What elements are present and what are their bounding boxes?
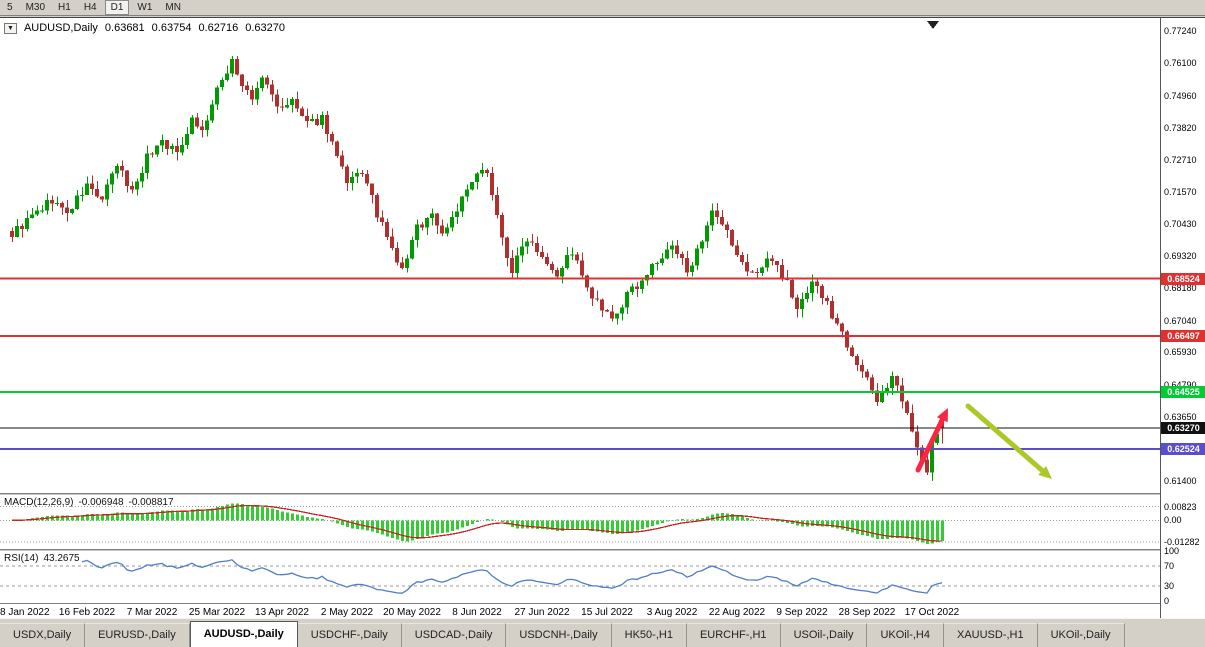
rsi-pane-splitter[interactable] [0,549,1160,551]
macd-signal-value: -0.008817 [128,497,174,508]
x-axis-label: 17 Oct 2022 [904,607,960,618]
macd-name: MACD(12,26,9) [4,497,74,508]
x-axis-label: 20 May 2022 [383,607,441,618]
time-axis[interactable]: 28 Jan 2022 16 Feb 2022 7 Mar 2022 25 Mar 2… [0,603,1160,619]
up-right-arrow-annotation [915,417,945,473]
timeframe-toolbar: 5 M30 H1 H4 D1 W1 MN [0,0,1205,16]
ohlc-close: 0.63270 [245,22,285,34]
x-axis-label: 16 Feb 2022 [58,607,116,618]
timeframe-button-5[interactable]: 5 [7,2,13,13]
timeframe-button-mn[interactable]: MN [165,2,181,13]
chart-shift-marker-icon [927,21,939,29]
macd-axis-label: -0.01282 [1164,536,1200,547]
y-axis-tick: 0.67040 [1164,315,1197,326]
candlestick-chart-canvas[interactable] [0,18,1160,493]
timeframe-button-h1[interactable]: H1 [58,2,71,13]
rsi-pane[interactable]: RSI(14) 43.2675 [0,551,1160,601]
tab-ukoil-h4[interactable]: UKOil-,H4 [867,623,944,647]
tab-audusd-daily[interactable]: AUDUSD-,Daily [189,621,298,647]
tab-usdchf-daily[interactable]: USDCHF-,Daily [297,623,402,647]
chart-region: ▼ AUDUSD,Daily 0.63681 0.63754 0.62716 0… [0,17,1205,619]
rsi-value: 43.2675 [43,553,80,564]
symbol-dropdown-icon[interactable]: ▼ [4,22,17,34]
tab-usdcad-daily[interactable]: USDCAD-,Daily [401,623,507,647]
price-tag: 0.64525 [1161,386,1205,399]
chart-title-bar: ▼ AUDUSD,Daily 0.63681 0.63754 0.62716 0… [4,22,285,34]
rsi-axis-label: 100 [1164,546,1180,556]
macd-pane-splitter[interactable] [0,493,1160,495]
x-axis-label: 7 Mar 2022 [126,607,178,618]
tab-eurusd-daily[interactable]: EURUSD-,Daily [85,623,190,647]
macd-axis-label: 0.00 [1164,515,1182,526]
y-axis-tick: 0.64790 [1164,379,1197,390]
chart-tab-bar: USDX,Daily EURUSD-,Daily AUDUSD-,Daily USDC… [0,618,1205,647]
x-axis-label: 2 May 2022 [320,607,374,618]
x-axis-label: 8 Jun 2022 [452,607,502,618]
rsi-axis-label: 30 [1164,581,1175,591]
down-right-arrow-annotation [965,403,1045,473]
x-axis-label: 9 Sep 2022 [776,607,828,618]
y-axis-tick: 0.76100 [1164,58,1197,69]
x-axis-label: 27 Jun 2022 [514,607,570,618]
y-axis-tick: 0.72710 [1164,154,1197,165]
macd-axis-label: 0.00823 [1164,501,1197,512]
rsi-axis-label: 70 [1164,561,1175,571]
tab-xauusd-h1[interactable]: XAUUSD-,H1 [943,623,1038,647]
ohlc-open: 0.63681 [104,22,145,34]
x-axis-label: 28 Jan 2022 [0,607,50,618]
macd-chart-canvas[interactable] [0,495,1160,549]
price-pane[interactable]: ▼ AUDUSD,Daily 0.63681 0.63754 0.62716 0… [0,18,1160,493]
chart-symbol-label: AUDUSD,Daily [23,22,98,34]
macd-main-value: -0.006948 [78,497,124,508]
x-axis-label: 25 Mar 2022 [188,607,246,618]
rsi-chart-canvas[interactable] [0,551,1160,601]
rsi-indicator-label: RSI(14) 43.2675 [4,553,85,564]
x-axis-label: 3 Aug 2022 [646,607,698,618]
y-axis-tick: 0.69320 [1164,251,1197,261]
price-tag: 0.63270 [1161,421,1205,434]
tab-usoil-daily[interactable]: USOil-,Daily [780,623,868,647]
price-tag: 0.66497 [1161,330,1205,343]
y-axis-tick: 0.77240 [1164,26,1197,36]
up-right-arrowhead [936,408,948,423]
y-axis-tick: 0.61400 [1164,476,1197,486]
timeframe-button-d1[interactable]: D1 [104,0,130,15]
tab-eurchf-h1[interactable]: EURCHF-,H1 [686,623,781,647]
price-tag: 0.62524 [1161,443,1205,456]
x-axis-label: 13 Apr 2022 [255,607,309,618]
tab-usdcnh-daily[interactable]: USDCNH-,Daily [506,623,612,647]
y-axis-tick: 0.74960 [1164,90,1197,101]
tab-hk50-h1[interactable]: HK50-,H1 [611,623,687,647]
y-axis-tick: 0.70430 [1164,219,1197,230]
x-axis-label: 28 Sep 2022 [838,607,896,618]
y-axis-tick: 0.63650 [1164,412,1197,423]
y-axis-tick: 0.73820 [1164,123,1197,134]
rsi-name: RSI(14) [4,553,39,564]
down-right-arrowhead [1038,465,1052,479]
macd-pane[interactable]: MACD(12,26,9) -0.006948 -0.008817 [0,495,1160,549]
tab-ukoil-daily[interactable]: UKOil-,Daily [1037,623,1125,647]
x-axis-label: 15 Jul 2022 [581,607,633,618]
y-axis-tick: 0.71570 [1164,187,1197,198]
price-tag: 0.68524 [1161,272,1205,285]
tab-usdx-daily[interactable]: USDX,Daily [0,623,86,647]
rsi-axis-label: 0 [1164,596,1170,606]
timeframe-button-m30[interactable]: M30 [25,2,46,13]
annotation-overlay [915,403,1052,479]
timeframe-button-w1[interactable]: W1 [137,2,153,13]
ohlc-high: 0.63754 [151,22,192,34]
y-axis-tick: 0.68180 [1164,283,1197,294]
price-axis[interactable]: 0.77240 0.76100 0.74960 0.73820 0.72710 0.715… [1160,18,1205,619]
x-axis-label: 22 Aug 2022 [708,607,766,618]
y-axis-tick: 0.65930 [1164,347,1197,358]
macd-indicator-label: MACD(12,26,9) -0.006948 -0.008817 [4,497,179,508]
ohlc-low: 0.62716 [198,22,239,34]
timeframe-button-h4[interactable]: H4 [83,2,97,13]
